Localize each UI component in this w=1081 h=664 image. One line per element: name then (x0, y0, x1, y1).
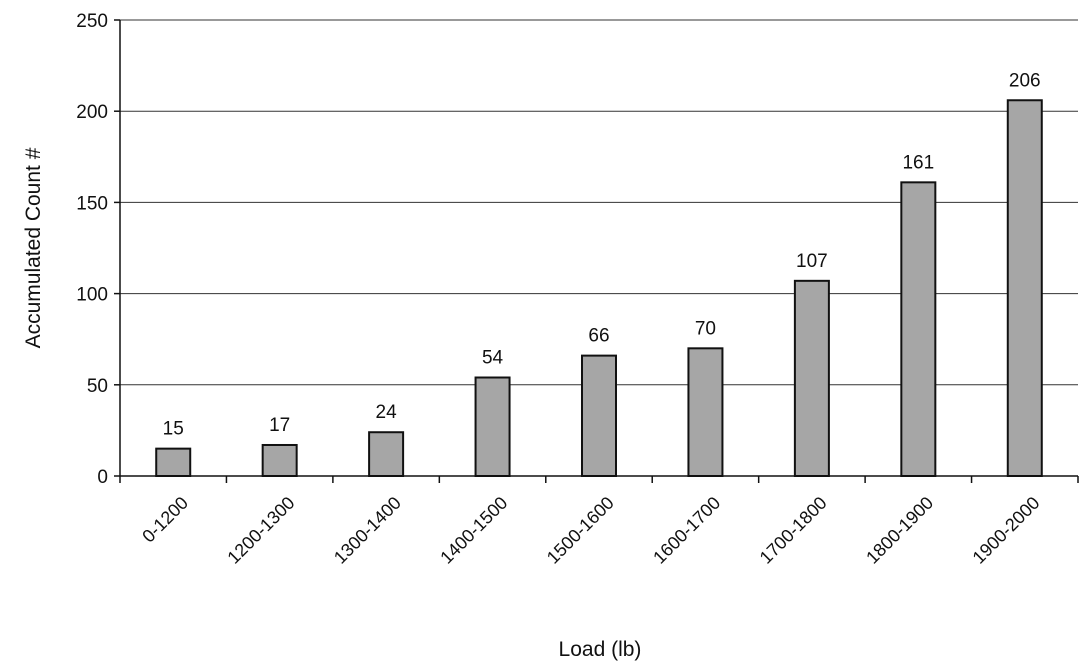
bar-1800-1900 (900, 181, 937, 477)
bar-1600-1700 (687, 347, 724, 478)
axes (119, 20, 1078, 477)
y-axis-title: Accumulated Count # (22, 147, 45, 348)
x-tick-label: 1200-1300 (223, 493, 298, 568)
y-tick-label: 250 (76, 11, 108, 32)
bar-1700-1800 (793, 279, 830, 477)
x-tick-label: 0-1200 (138, 493, 192, 547)
x-tick-label: 1700-1800 (756, 493, 831, 568)
x-tick-label: 1600-1700 (649, 493, 724, 568)
y-tick-label: 200 (76, 102, 108, 123)
bar-0-1200 (155, 447, 192, 478)
bars (155, 99, 1043, 478)
data-label: 206 (1009, 70, 1041, 91)
data-label: 107 (796, 251, 828, 272)
data-label: 24 (376, 402, 398, 423)
data-label: 15 (163, 419, 184, 440)
y-tick-label: 150 (76, 193, 108, 214)
y-axis-ticks: 0 50 100 150 200 250 (76, 11, 120, 488)
x-tick-label: 1500-1600 (543, 493, 618, 568)
x-tick-label: 1800-1900 (862, 493, 937, 568)
bar-1200-1300 (261, 443, 298, 478)
data-label: 17 (269, 415, 290, 436)
y-tick-label: 0 (97, 467, 108, 488)
data-labels: 15 17 24 54 66 70 107 161 206 (163, 70, 1041, 439)
bar-1300-1400 (368, 431, 405, 477)
x-tick-label: 1900-2000 (969, 493, 1044, 568)
data-label: 161 (902, 152, 934, 173)
bar-1900-2000 (1006, 99, 1043, 477)
x-tick-label: 1300-1400 (330, 493, 405, 568)
data-label: 66 (588, 326, 609, 347)
bar-1500-1600 (581, 354, 617, 477)
y-tick-label: 100 (76, 285, 108, 306)
data-label: 54 (482, 348, 504, 369)
y-tick-label: 50 (87, 376, 108, 397)
data-label: 70 (695, 318, 716, 339)
x-tick-label: 1400-1500 (436, 493, 511, 568)
x-axis-title: Load (lb) (559, 638, 642, 661)
x-axis-ticks: 0-1200 1200-1300 1300-1400 1400-1500 1500-16… (119, 476, 1079, 568)
bar-1400-1500 (474, 376, 511, 477)
